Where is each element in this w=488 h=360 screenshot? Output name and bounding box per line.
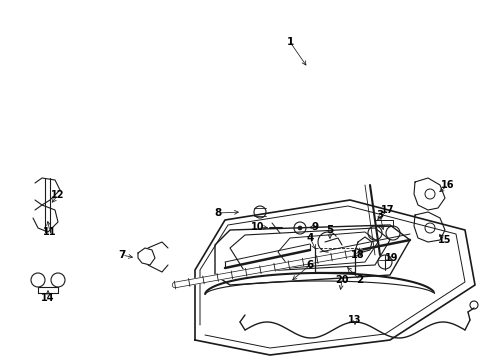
Text: 18: 18	[350, 250, 364, 260]
Text: 11: 11	[43, 227, 57, 237]
Text: 10: 10	[251, 222, 264, 232]
Text: 20: 20	[335, 275, 348, 285]
Text: 7: 7	[118, 250, 125, 260]
Circle shape	[297, 226, 302, 230]
Text: 3: 3	[376, 210, 383, 220]
Text: 15: 15	[437, 235, 451, 245]
Text: 9: 9	[311, 222, 318, 232]
Text: 5: 5	[325, 225, 333, 235]
Text: 14: 14	[41, 293, 55, 303]
Text: 2: 2	[356, 275, 363, 285]
Text: 6: 6	[306, 260, 313, 270]
Text: 17: 17	[381, 205, 394, 215]
Text: 1: 1	[286, 37, 293, 47]
Text: 12: 12	[51, 190, 64, 200]
Text: 4: 4	[305, 233, 313, 243]
Text: 13: 13	[347, 315, 361, 325]
Text: 16: 16	[440, 180, 454, 190]
Text: 19: 19	[385, 253, 398, 263]
Text: 8: 8	[214, 208, 221, 218]
